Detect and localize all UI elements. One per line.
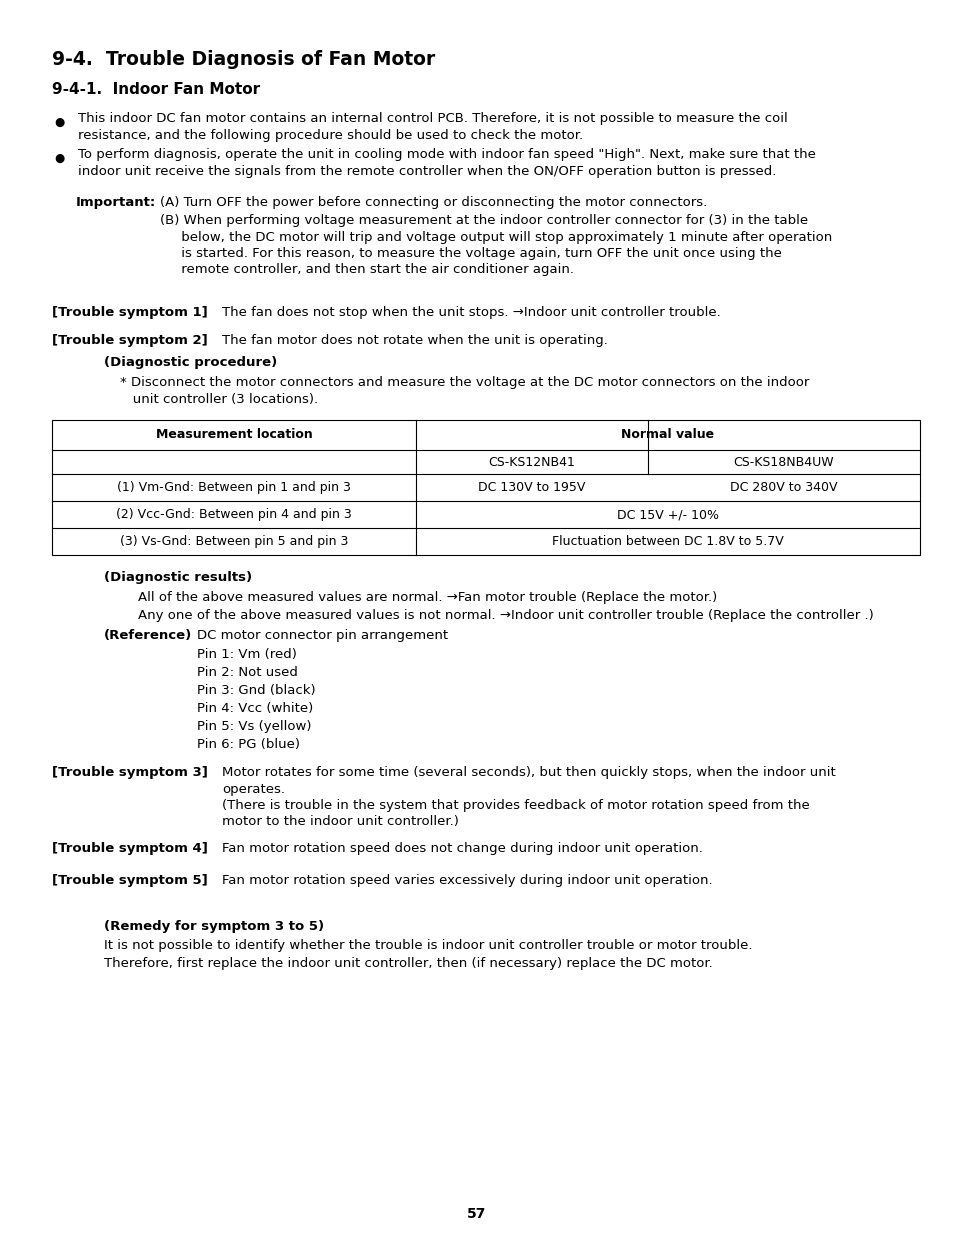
- Text: Fan motor rotation speed does not change during indoor unit operation.: Fan motor rotation speed does not change…: [222, 842, 702, 855]
- Text: ●: ●: [54, 152, 64, 165]
- Text: Pin 3: Gnd (black): Pin 3: Gnd (black): [196, 684, 315, 697]
- Text: Pin 2: Not used: Pin 2: Not used: [196, 666, 297, 679]
- Text: (Remedy for symptom 3 to 5): (Remedy for symptom 3 to 5): [104, 920, 324, 932]
- Text: Therefore, first replace the indoor unit controller, then (if necessary) replace: Therefore, first replace the indoor unit…: [104, 957, 712, 969]
- Text: Fan motor rotation speed varies excessively during indoor unit operation.: Fan motor rotation speed varies excessiv…: [222, 874, 712, 887]
- Text: CS-KS12NB41: CS-KS12NB41: [488, 456, 575, 468]
- Text: (2) Vcc-Gnd: Between pin 4 and pin 3: (2) Vcc-Gnd: Between pin 4 and pin 3: [116, 508, 352, 521]
- Text: Pin 6: PG (blue): Pin 6: PG (blue): [196, 739, 299, 751]
- Text: (Reference): (Reference): [104, 629, 193, 642]
- Text: (B) When performing voltage measurement at the indoor controller connector for (: (B) When performing voltage measurement …: [160, 214, 831, 277]
- Text: DC 130V to 195V: DC 130V to 195V: [477, 480, 585, 494]
- Text: (1) Vm-Gnd: Between pin 1 and pin 3: (1) Vm-Gnd: Between pin 1 and pin 3: [117, 480, 351, 494]
- Text: Measurement location: Measurement location: [155, 429, 312, 441]
- Text: DC 15V +/- 10%: DC 15V +/- 10%: [617, 508, 719, 521]
- Text: Any one of the above measured values is not normal. →Indoor unit controller trou: Any one of the above measured values is …: [138, 609, 873, 622]
- Text: Important:: Important:: [76, 196, 156, 209]
- Text: Normal value: Normal value: [620, 429, 714, 441]
- Text: [Trouble symptom 5]: [Trouble symptom 5]: [52, 874, 208, 887]
- Text: CS-KS18NB4UW: CS-KS18NB4UW: [733, 456, 834, 468]
- Text: (A) Turn OFF the power before connecting or disconnecting the motor connectors.: (A) Turn OFF the power before connecting…: [160, 196, 706, 209]
- Text: It is not possible to identify whether the trouble is indoor unit controller tro: It is not possible to identify whether t…: [104, 939, 752, 952]
- Text: (3) Vs-Gnd: Between pin 5 and pin 3: (3) Vs-Gnd: Between pin 5 and pin 3: [120, 535, 348, 548]
- Text: 9-4.  Trouble Diagnosis of Fan Motor: 9-4. Trouble Diagnosis of Fan Motor: [52, 49, 435, 69]
- Text: To perform diagnosis, operate the unit in cooling mode with indoor fan speed "Hi: To perform diagnosis, operate the unit i…: [78, 148, 815, 178]
- Text: Pin 5: Vs (yellow): Pin 5: Vs (yellow): [196, 720, 312, 734]
- Text: All of the above measured values are normal. →Fan motor trouble (Replace the mot: All of the above measured values are nor…: [138, 592, 717, 604]
- Text: [Trouble symptom 4]: [Trouble symptom 4]: [52, 842, 208, 855]
- Text: * Disconnect the motor connectors and measure the voltage at the DC motor connec: * Disconnect the motor connectors and me…: [120, 375, 808, 405]
- Text: 9-4-1.  Indoor Fan Motor: 9-4-1. Indoor Fan Motor: [52, 82, 260, 98]
- Text: Fluctuation between DC 1.8V to 5.7V: Fluctuation between DC 1.8V to 5.7V: [552, 535, 783, 548]
- Text: (Diagnostic results): (Diagnostic results): [104, 571, 252, 584]
- Text: ●: ●: [54, 116, 64, 128]
- Text: Motor rotates for some time (several seconds), but then quickly stops, when the : Motor rotates for some time (several sec…: [222, 766, 835, 829]
- Text: [Trouble symptom 1]: [Trouble symptom 1]: [52, 306, 208, 319]
- Text: The fan does not stop when the unit stops. →Indoor unit controller trouble.: The fan does not stop when the unit stop…: [222, 306, 720, 319]
- Text: [Trouble symptom 3]: [Trouble symptom 3]: [52, 766, 208, 779]
- Text: [Trouble symptom 2]: [Trouble symptom 2]: [52, 333, 208, 347]
- Text: DC motor connector pin arrangement: DC motor connector pin arrangement: [196, 629, 448, 642]
- Text: This indoor DC fan motor contains an internal control PCB. Therefore, it is not : This indoor DC fan motor contains an int…: [78, 112, 787, 142]
- Text: 57: 57: [467, 1207, 486, 1221]
- Bar: [52, 420, 919, 555]
- Text: Pin 4: Vcc (white): Pin 4: Vcc (white): [196, 701, 313, 715]
- Text: DC 280V to 340V: DC 280V to 340V: [729, 480, 837, 494]
- Text: (Diagnostic procedure): (Diagnostic procedure): [104, 356, 277, 369]
- Text: The fan motor does not rotate when the unit is operating.: The fan motor does not rotate when the u…: [222, 333, 607, 347]
- Text: Pin 1: Vm (red): Pin 1: Vm (red): [196, 648, 296, 661]
